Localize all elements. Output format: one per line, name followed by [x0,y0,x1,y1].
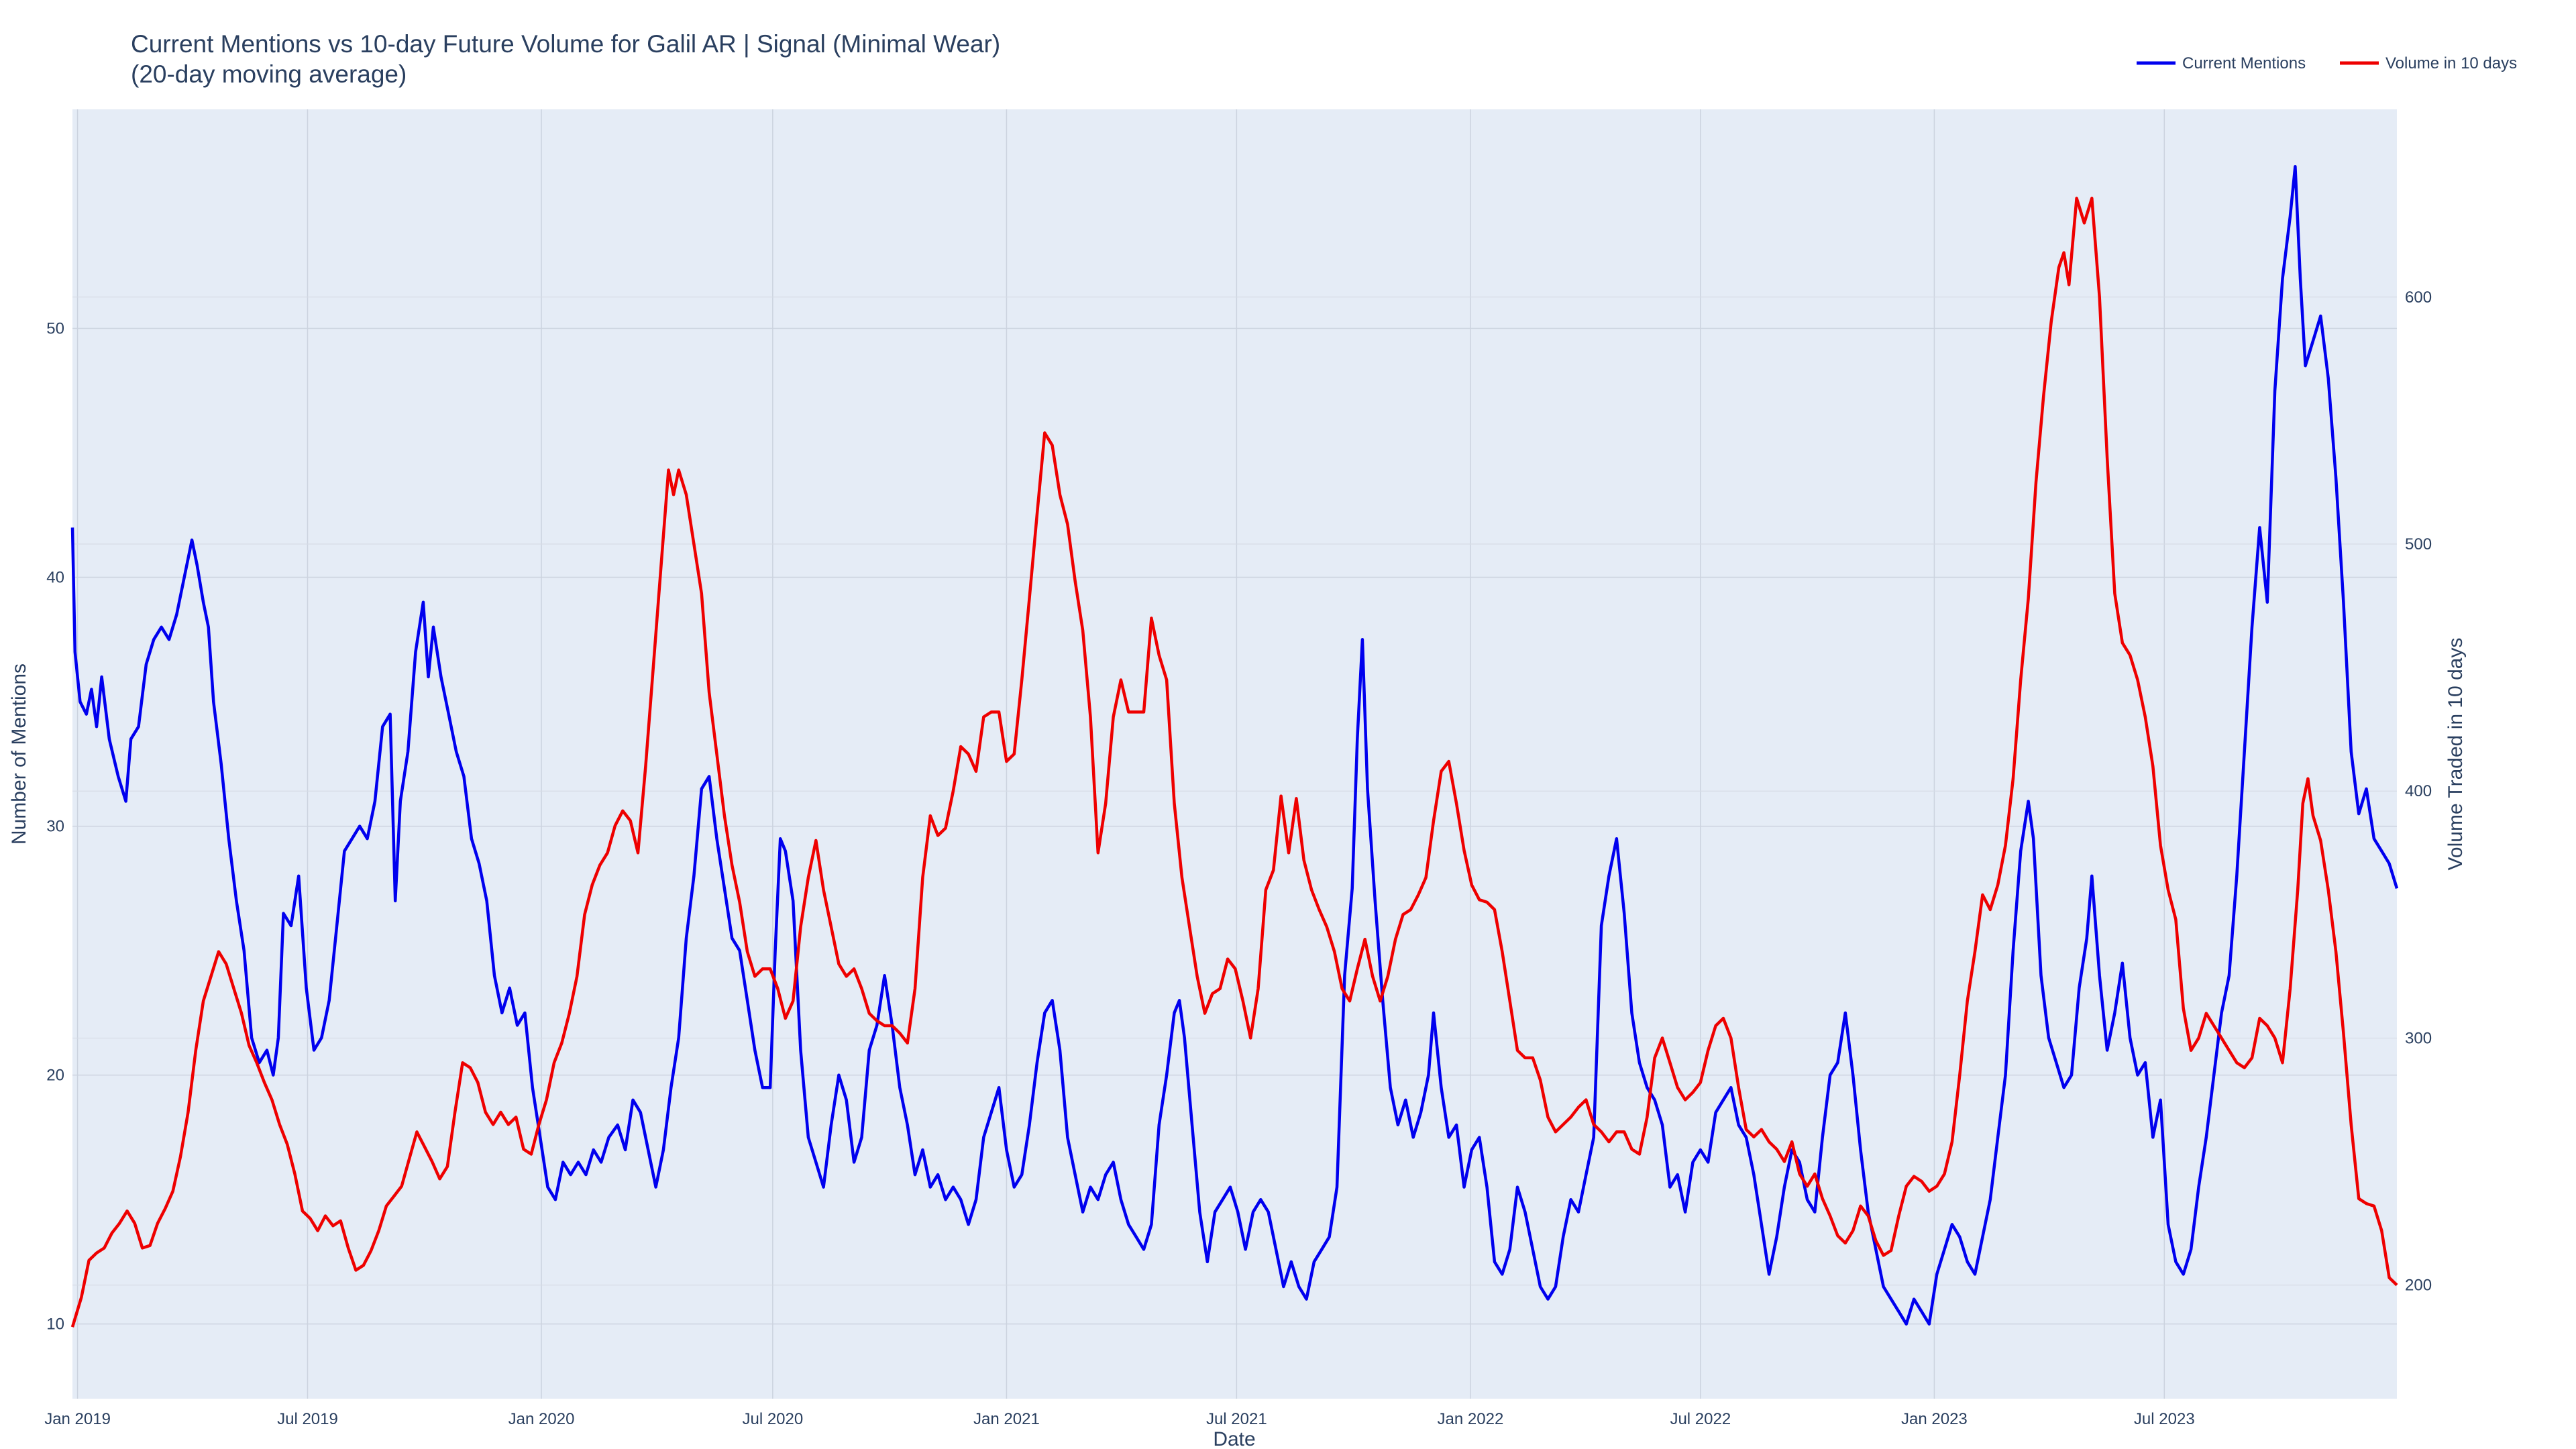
y-left-tick-label: 30 [46,818,64,836]
plot-area [72,109,2397,1399]
y-left-tick-label: 40 [46,569,64,587]
y-right-tick-label: 500 [2405,535,2432,553]
y-right-tick-label: 300 [2405,1029,2432,1047]
x-axis-title: Date [1213,1428,1255,1449]
legend: Current Mentions Volume in 10 days [2137,54,2517,72]
x-tick-label: Jul 2023 [2134,1410,2195,1428]
y-right-tick-label: 200 [2405,1277,2432,1295]
x-tick-label: Jan 2022 [1438,1410,1504,1428]
legend-label-current-mentions: Current Mentions [2182,54,2306,72]
y-left-tick-label: 10 [46,1316,64,1334]
x-tick-label: Jan 2019 [44,1410,111,1428]
legend-label-volume: Volume in 10 days [2385,54,2517,72]
series-line-volume-in-10-days [70,197,2398,1328]
chart-title-line-1: Current Mentions vs 10-day Future Volume… [131,30,1000,58]
x-tick-label: Jul 2021 [1206,1410,1267,1428]
y-left-tick-label: 20 [46,1067,64,1085]
chart-title-line-2: (20-day moving average) [131,60,407,88]
x-tick-label: Jul 2022 [1670,1410,1731,1428]
grid-lines [72,109,2397,1399]
chart-title: Current Mentions vs 10-day Future Volume… [131,30,1000,88]
x-tick-label: Jan 2021 [973,1410,1040,1428]
y-axis-left-title: Number of Mentions [8,663,30,845]
y-left-tick-label: 50 [46,320,64,338]
series-line-current-mentions [70,165,2399,1326]
y-right-tick-label: 600 [2405,288,2432,307]
series-layer [70,165,2399,1328]
axis-ticks: Jan 2019 Jul 2019 Jan 2020 Jul 2020 Jan 2021… [44,288,2432,1428]
x-tick-label: Jan 2023 [1901,1410,1968,1428]
x-tick-label: Jan 2020 [508,1410,575,1428]
y-right-tick-label: 400 [2405,782,2432,800]
x-tick-label: Jul 2020 [742,1410,803,1428]
x-tick-label: Jul 2019 [277,1410,338,1428]
y-axis-right-title: Volume Traded in 10 days [2445,638,2467,871]
